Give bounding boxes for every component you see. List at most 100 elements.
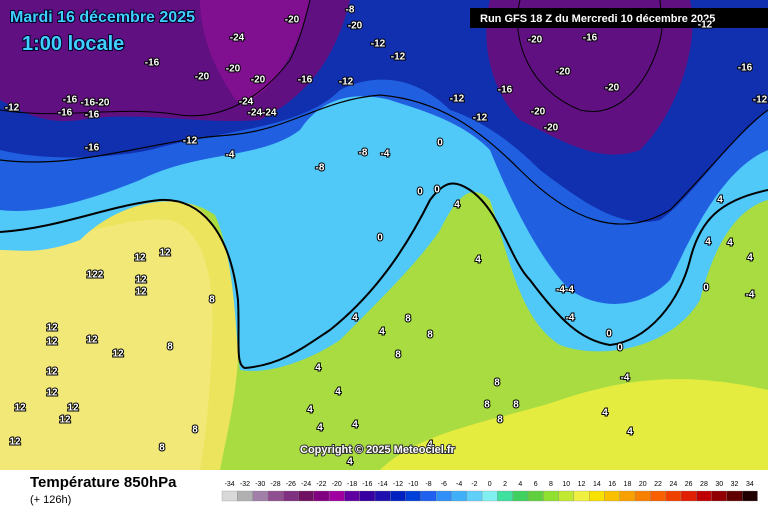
scale-swatch [221, 490, 238, 502]
scale-swatch [420, 490, 437, 502]
temperature-label: 8 [405, 314, 411, 325]
scale-swatch [650, 490, 666, 502]
scale-label: -22 [316, 481, 326, 488]
temperature-label: -12 [371, 39, 386, 50]
warm-zone [380, 379, 768, 470]
temperature-label: 4 [627, 427, 633, 438]
temperature-label: -16 [145, 58, 160, 69]
temperature-label: 8 [484, 400, 490, 411]
temperature-label: 0 [417, 187, 423, 198]
temperature-label: -16 [85, 143, 100, 154]
temperature-label: -12 [753, 95, 768, 106]
temperature-label: -12 [450, 94, 465, 105]
scale-label: 16 [608, 481, 616, 488]
scale-swatch [328, 490, 345, 502]
scale-label: 22 [654, 481, 662, 488]
temperature-label: 8 [395, 350, 401, 361]
temperature-label: 8 [513, 400, 519, 411]
scale-swatch [481, 490, 498, 502]
scale-label: 0 [488, 481, 492, 488]
scale-swatch [726, 490, 743, 502]
temperature-label: -24 [230, 33, 245, 44]
temperature-label: -4 [746, 290, 755, 301]
color-scale: -34 -32 -30 -28 -26 -24 -22 -20 -18 -16 -14 -12 -10-… [221, 481, 758, 502]
temperature-label: -16 [63, 95, 78, 106]
temperature-label: -12 [473, 113, 488, 124]
scale-label: 26 [685, 481, 693, 488]
temperature-label: -12 [391, 52, 406, 63]
scale-swatch [283, 490, 299, 502]
scale-label: -2 [471, 481, 477, 488]
temperature-label: -24-24 [248, 108, 277, 119]
temperature-label: 12 [46, 323, 58, 334]
temperature-label: 8 [167, 342, 173, 353]
scale-swatch [543, 490, 559, 502]
temperature-label: 4 [379, 327, 385, 338]
scale-label: -24 [301, 481, 311, 488]
map-labels: -12-16-16-16-20-16-16-16-20-20-24-20-24-… [4, 4, 768, 469]
temperature-label: 0 [434, 185, 440, 196]
scale-swatch [512, 490, 529, 502]
temperature-label: 4 [347, 457, 353, 468]
temperature-label: -8 [359, 148, 368, 159]
temperature-label: 4 [602, 408, 608, 419]
temperature-label: 12 [134, 253, 146, 264]
scale-swatch [237, 490, 253, 502]
scale-swatch [497, 490, 513, 502]
scale-swatch [711, 490, 728, 502]
temperature-label: 12 [159, 248, 171, 259]
temperature-label: -16 [298, 75, 313, 86]
scale-label: 10 [562, 481, 570, 488]
scale-swatch [604, 490, 620, 502]
scale-label: 2 [503, 481, 507, 488]
scale-label: 34 [746, 481, 754, 488]
scale-swatch [313, 490, 330, 502]
temperature-label: -12 [5, 103, 20, 114]
scale-label: -20 [332, 481, 342, 488]
temperature-label: -4 [621, 373, 630, 384]
scale-swatch [298, 490, 314, 502]
temperature-label: -16-20 [81, 98, 110, 109]
scale-swatch [573, 490, 590, 502]
temperature-label: 4 [352, 313, 358, 324]
temperature-label: 8 [159, 443, 165, 454]
time: 1:00 locale [22, 33, 124, 55]
scale-swatch [359, 490, 376, 502]
temperature-label: 8 [427, 330, 433, 341]
temperature-label: 0 [437, 138, 443, 149]
scale-label: 28 [700, 481, 708, 488]
scale-swatch [451, 490, 467, 502]
temperature-label: 4 [747, 253, 753, 264]
temperature-label: 12 [46, 337, 58, 348]
scale-label: -26 [286, 481, 296, 488]
lead-time: (+ 126h) [30, 494, 71, 506]
scale-label: 24 [669, 481, 677, 488]
temperature-label: 0 [703, 283, 709, 294]
temperature-label: 8 [209, 295, 215, 306]
temperature-label: 4 [454, 200, 460, 211]
temperature-label: -20 [528, 35, 543, 46]
scale-label: -4 [456, 481, 462, 488]
temperature-label: 12 [9, 437, 21, 448]
scale-swatch [436, 490, 452, 502]
contour-line [0, 94, 768, 225]
temperature-label: -16 [583, 33, 598, 44]
temperature-label: 0 [377, 233, 383, 244]
scale-swatch [374, 490, 391, 502]
temperature-label: 12 [86, 335, 98, 346]
scale-label: 14 [593, 481, 601, 488]
scale-label: 6 [534, 481, 538, 488]
temperature-label: -20 [544, 123, 559, 134]
contour-line [0, 182, 768, 370]
temperature-label: -12 [183, 136, 198, 147]
very-cold-zone [200, 0, 310, 105]
scale-label: 20 [639, 481, 647, 488]
run-box [470, 8, 768, 28]
temperature-label: -8 [346, 5, 355, 16]
temperature-label: -20 [285, 15, 300, 26]
temperature-label: -12 [698, 20, 713, 31]
scale-label: 12 [578, 481, 586, 488]
date: Mardi 16 décembre 2025 [10, 9, 195, 26]
